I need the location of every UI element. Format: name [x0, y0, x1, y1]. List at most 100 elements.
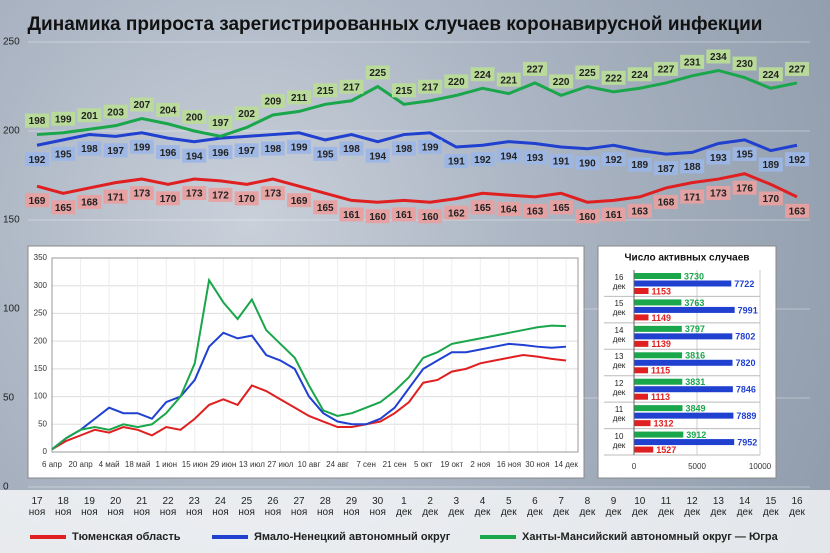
data-label: 196	[160, 148, 177, 159]
x-tick-label: 13 июл	[239, 460, 265, 469]
data-label: 198	[81, 144, 98, 155]
data-label: 194	[500, 151, 517, 162]
x-tick-label: 1 дек	[396, 496, 412, 518]
bar	[634, 412, 734, 419]
data-label: 198	[343, 144, 360, 155]
x-tick-label: 2 ноя	[470, 460, 490, 469]
bar	[634, 273, 681, 279]
data-label: 199	[133, 142, 150, 153]
data-label-box	[391, 207, 416, 222]
data-label: 198	[396, 144, 413, 155]
data-label-box	[496, 202, 521, 217]
data-label-box	[575, 155, 600, 170]
data-label: 199	[422, 142, 439, 153]
bar	[634, 386, 733, 393]
x-tick-label: 21 сен	[383, 460, 407, 469]
data-label: 189	[631, 160, 648, 171]
data-label: 169	[291, 196, 308, 207]
data-label: 227	[789, 65, 806, 76]
data-label-box	[706, 186, 731, 201]
x-tick-label: 19 окт	[440, 460, 463, 469]
bar-label: 3849	[685, 404, 705, 414]
data-label: 207	[133, 100, 150, 111]
data-label-box	[418, 139, 443, 154]
data-label: 176	[736, 183, 753, 194]
data-label-box	[234, 191, 259, 206]
x-tick-label: 16 дек	[789, 496, 805, 518]
data-label: 234	[710, 52, 727, 63]
data-label-box	[418, 209, 443, 224]
y-tick-label: 100	[3, 304, 20, 315]
x-tick-label: 4 дек	[474, 496, 491, 518]
data-label: 202	[238, 109, 255, 120]
data-label: 204	[160, 106, 177, 117]
data-label-box	[522, 150, 547, 165]
data-label-box	[496, 148, 521, 163]
x-tick-label: 12 дек	[684, 496, 701, 518]
x-tick-label: 13 дек	[710, 496, 727, 518]
data-label-box	[260, 93, 285, 108]
data-label-box	[549, 200, 574, 215]
data-label: 222	[605, 73, 622, 84]
x-tick-label: 29 ноя	[343, 496, 360, 518]
x-tick-label: 27 июл	[267, 460, 293, 469]
data-label: 224	[762, 70, 779, 81]
bar	[634, 352, 683, 359]
data-label: 225	[579, 68, 596, 79]
inset-panel	[27, 245, 585, 479]
data-label-box	[313, 146, 338, 161]
data-label-box	[339, 207, 364, 222]
y-tick-label: 16 дек	[612, 273, 626, 291]
data-label: 188	[684, 162, 701, 173]
data-label-box	[627, 67, 652, 82]
bar	[634, 325, 682, 332]
data-label-box	[732, 146, 757, 161]
data-label: 215	[396, 86, 413, 97]
data-label-box	[758, 67, 783, 82]
data-label-box	[156, 191, 181, 206]
data-label-box	[785, 61, 809, 76]
bar	[634, 367, 649, 374]
data-label-box	[287, 193, 312, 208]
data-label-box	[25, 152, 49, 167]
data-label-box	[522, 61, 547, 76]
bar-label: 3797	[685, 324, 705, 334]
data-label: 194	[369, 151, 386, 162]
x-tick-label: 17 ноя	[28, 496, 46, 518]
bar	[634, 306, 735, 313]
data-label: 195	[317, 150, 334, 161]
bar-title: Число активных случаев	[625, 253, 750, 264]
data-label: 164	[500, 205, 517, 216]
data-label: 197	[238, 146, 255, 157]
data-label-box	[182, 186, 207, 201]
data-label: 168	[658, 198, 675, 209]
data-label-box	[601, 152, 626, 167]
data-label-box	[234, 106, 259, 121]
data-label: 160	[369, 212, 386, 223]
x-tick-label: 30 ноя	[369, 496, 386, 518]
data-label-box	[601, 207, 626, 222]
y-tick-label: 150	[3, 215, 20, 226]
bar	[634, 431, 684, 438]
bar-label: 1113	[651, 392, 670, 402]
y-tick-label: 300	[34, 281, 48, 290]
bar	[634, 359, 733, 366]
data-label-box	[234, 143, 259, 158]
data-label-box	[182, 148, 207, 163]
data-label-box	[260, 186, 285, 201]
y-tick-label: 250	[34, 309, 48, 318]
x-tick-label: 10000	[749, 462, 772, 471]
bar-label: 7889	[736, 411, 756, 421]
bar-label: 7991	[738, 305, 758, 315]
bar-label: 7802	[735, 332, 755, 342]
bar-label: 7846	[736, 385, 756, 395]
data-label-box	[785, 152, 809, 167]
bar-label: 3831	[685, 377, 705, 387]
data-label-box	[156, 145, 181, 160]
bar	[634, 288, 649, 294]
bar	[634, 299, 682, 306]
data-label: 165	[317, 203, 334, 214]
y-tick-label: 50	[3, 393, 15, 404]
x-tick-label: 3 дек	[448, 496, 465, 518]
x-tick-label: 27 ноя	[290, 496, 308, 518]
